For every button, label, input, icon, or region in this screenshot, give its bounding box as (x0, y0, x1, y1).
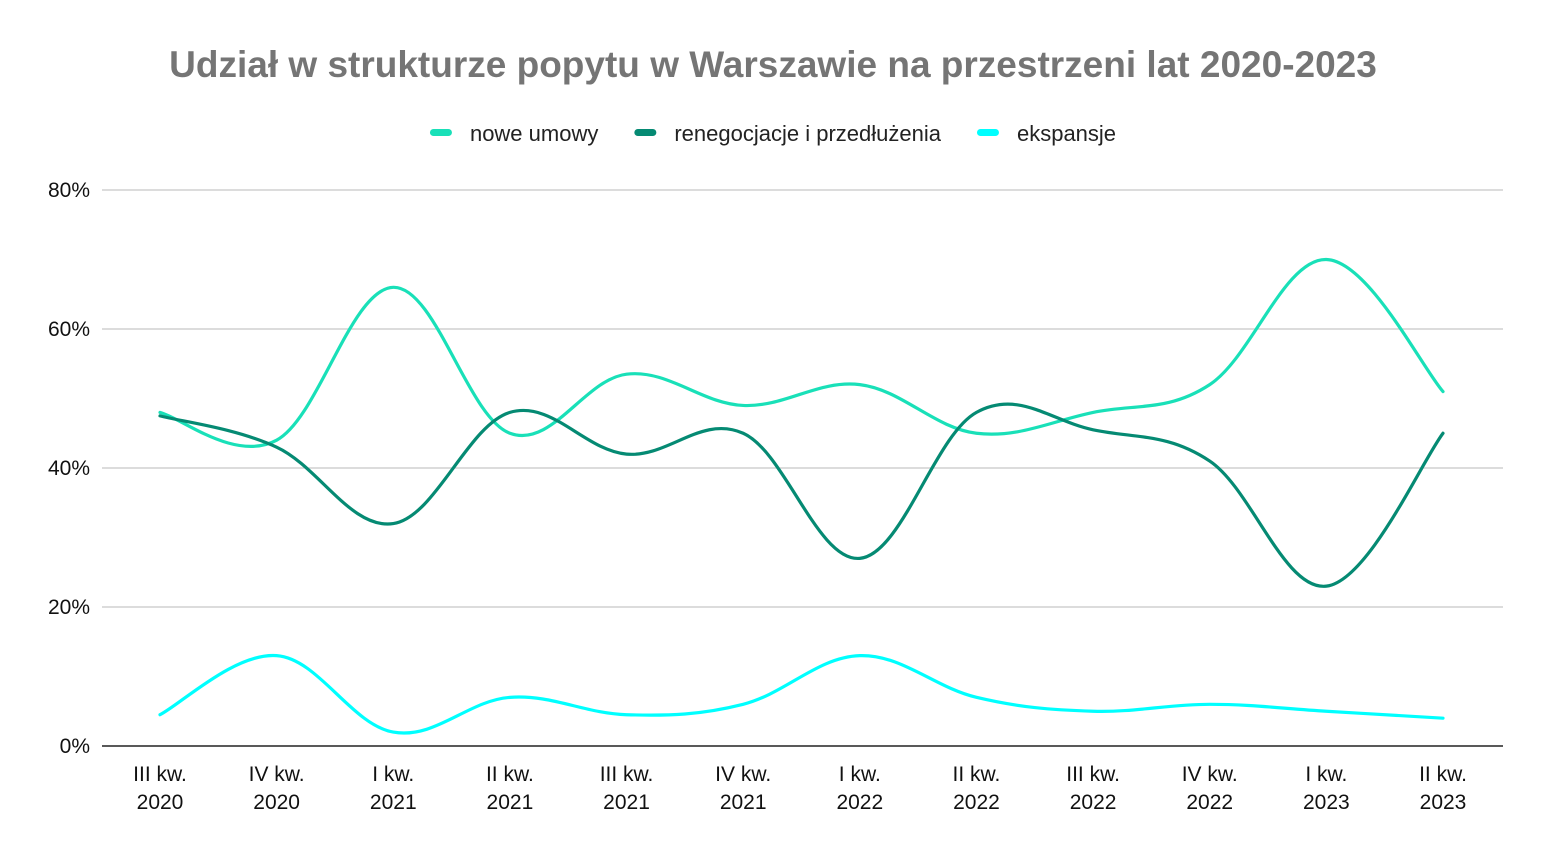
legend-label: nowe umowy (470, 121, 598, 146)
legend-swatch (429, 129, 452, 136)
y-tick-label: 40% (48, 457, 90, 480)
x-tick-label: IV kw. 2021 (715, 763, 771, 814)
gridlines (102, 189, 1503, 747)
legend: nowe umowy renegocjacje i przedłużenia eks… (429, 121, 1116, 146)
y-tick-label: 80% (48, 179, 90, 202)
x-tick-label: III kw. 2022 (1066, 763, 1120, 814)
y-tick-label: 60% (48, 318, 90, 341)
x-axis: III kw. 2020 IV kw. 2020 I kw. 2021 II kw. 2021… (133, 763, 1467, 814)
legend-swatch (634, 129, 657, 136)
y-tick-label: 0% (60, 735, 90, 758)
x-tick-label: IV kw. 2020 (249, 763, 305, 814)
series-line-2 (158, 402, 1445, 588)
series-line-3 (158, 654, 1445, 735)
y-tick-label: 20% (48, 596, 90, 619)
legend-label: ekspansje (1017, 121, 1116, 146)
legend-item-1: nowe umowy (429, 121, 598, 146)
x-tick-label: II kw. 2021 (486, 763, 534, 814)
legend-swatch (976, 129, 999, 136)
series-line-1 (158, 257, 1445, 448)
y-axis: 0% 20% 40% 60% 80% (48, 179, 90, 758)
legend-item-2: renegocjacje i przedłużenia (634, 121, 942, 146)
legend-item-3: ekspansje (976, 121, 1116, 146)
chart-title: Udział w strukturze popytu w Warszawie n… (169, 44, 1377, 85)
x-tick-label: IV kw. 2022 (1182, 763, 1238, 814)
series-lines (158, 257, 1445, 735)
x-tick-label: III kw. 2021 (600, 763, 654, 814)
x-tick-label: III kw. 2020 (133, 763, 187, 814)
x-tick-label: II kw. 2023 (1419, 763, 1467, 814)
x-tick-label: I kw. 2022 (836, 763, 883, 814)
x-tick-label: I kw. 2023 (1303, 763, 1350, 814)
legend-label: renegocjacje i przedłużenia (674, 121, 941, 146)
x-tick-label: I kw. 2021 (370, 763, 417, 814)
x-tick-label: II kw. 2022 (953, 763, 1001, 814)
